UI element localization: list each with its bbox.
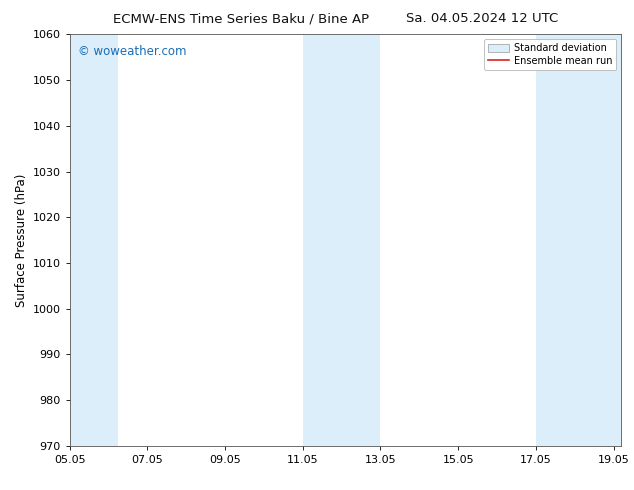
Y-axis label: Surface Pressure (hPa): Surface Pressure (hPa): [15, 173, 29, 307]
Bar: [70, 34, 119, 446]
Text: © woweather.com: © woweather.com: [78, 45, 186, 58]
Text: ECMW-ENS Time Series Baku / Bine AP: ECMW-ENS Time Series Baku / Bine AP: [113, 12, 369, 25]
Text: Sa. 04.05.2024 12 UTC: Sa. 04.05.2024 12 UTC: [406, 12, 558, 25]
Bar: [536, 34, 621, 446]
Bar: [303, 34, 380, 446]
Legend: Standard deviation, Ensemble mean run: Standard deviation, Ensemble mean run: [484, 39, 616, 70]
